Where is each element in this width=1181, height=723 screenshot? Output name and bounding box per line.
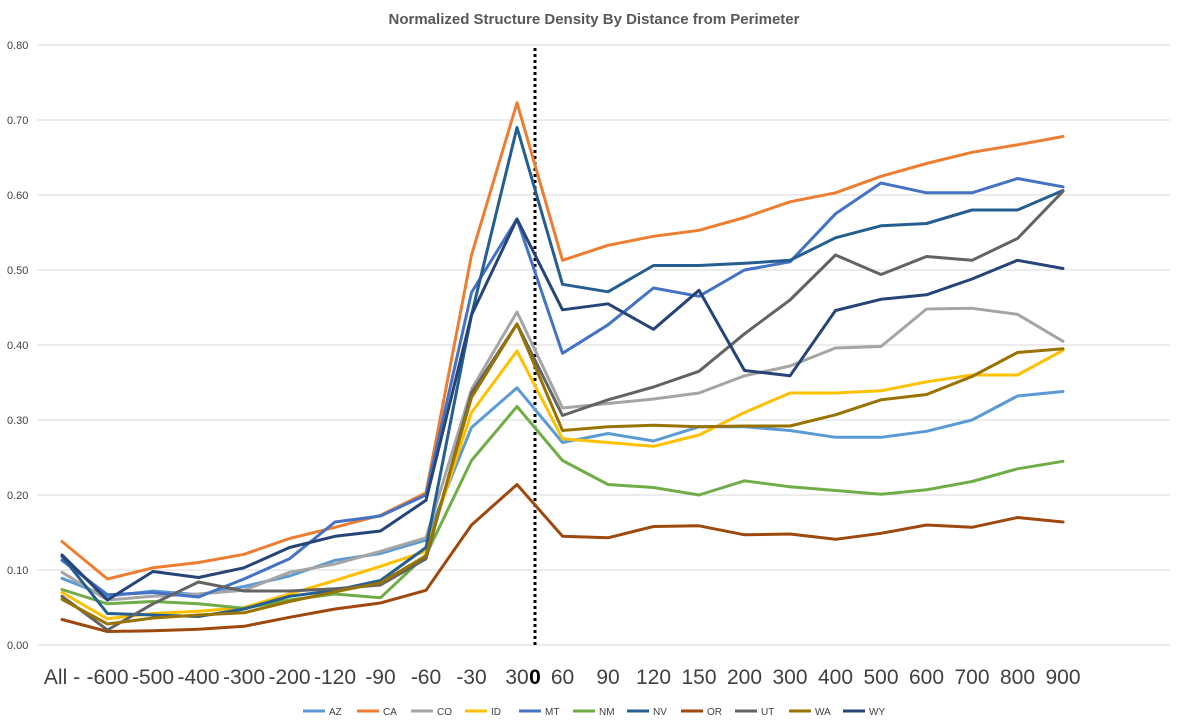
x-tick-label: -200 <box>268 666 310 689</box>
x-tick-label: -300 <box>223 666 265 689</box>
x-tick-label: -500 <box>132 666 174 689</box>
y-tick-label: 0.60 <box>7 190 28 202</box>
x-tick-label: -600 <box>86 666 128 689</box>
legend-label-id: ID <box>491 707 501 718</box>
x-tick-label: -120 <box>314 666 356 689</box>
y-tick-label: 0.50 <box>7 265 28 277</box>
gridlines <box>37 44 1170 646</box>
y-axis-tick-labels: 0.00 0.10 0.20 0.30 0.40 0.50 0.60 0.70 0.80 <box>7 40 28 652</box>
x-tick-label: 90 <box>596 666 619 689</box>
legend-label-wy: WY <box>869 707 885 718</box>
perimeter-marker-label: 0 <box>529 666 541 689</box>
chart-title: Normalized Structure Density By Distance… <box>389 11 800 28</box>
x-tick-label: -90 <box>365 666 395 689</box>
x-tick-label: 700 <box>954 666 989 689</box>
x-tick-label: 400 <box>818 666 853 689</box>
x-tick-label: 150 <box>681 666 716 689</box>
legend: AZ CA CO ID MT NM NV OR UT WA WY <box>303 707 885 718</box>
x-tick-label: 30 <box>505 666 528 689</box>
series-line-or <box>60 483 1065 633</box>
legend-label-co: CO <box>437 707 452 718</box>
legend-label-az: AZ <box>329 707 342 718</box>
y-tick-label: 0.00 <box>7 640 28 652</box>
x-tick-label: -400 <box>177 666 219 689</box>
series-line-co <box>60 306 1065 602</box>
series-line-nm <box>60 405 1065 610</box>
legend-label-ca: CA <box>383 707 397 718</box>
x-tick-label: All - <box>44 666 80 689</box>
x-tick-label: 500 <box>863 666 898 689</box>
x-tick-label: 600 <box>909 666 944 689</box>
x-tick-label: 120 <box>636 666 671 689</box>
series-line-ca <box>60 101 1065 581</box>
series-line-wa <box>60 322 1065 626</box>
series-line-id <box>60 348 1065 621</box>
y-tick-label: 0.70 <box>7 115 28 127</box>
x-tick-label: -60 <box>411 666 441 689</box>
y-tick-label: 0.40 <box>7 340 28 352</box>
y-tick-label: 0.20 <box>7 490 28 502</box>
x-tick-label: 900 <box>1045 666 1080 689</box>
x-axis-tick-labels: 0 All - -600 -500 -400 -300 -200 -120 -90 -60 -30… <box>44 666 1081 689</box>
x-tick-label: 800 <box>1000 666 1035 689</box>
series-line-nv <box>60 126 1065 618</box>
x-tick-label: -30 <box>456 666 486 689</box>
legend-label-wa: WA <box>815 707 831 718</box>
legend-label-nv: NV <box>653 707 667 718</box>
series-lines <box>60 101 1065 633</box>
legend-label-or: OR <box>707 707 722 718</box>
series-line-wy <box>60 217 1065 602</box>
x-tick-label: 300 <box>772 666 807 689</box>
series-line-ut <box>60 189 1065 632</box>
y-tick-label: 0.30 <box>7 415 28 427</box>
series-line-mt <box>60 177 1065 599</box>
x-tick-label: 60 <box>551 666 574 689</box>
y-tick-label: 0.80 <box>7 40 28 52</box>
legend-label-nm: NM <box>599 707 615 718</box>
legend-label-ut: UT <box>761 707 774 718</box>
x-tick-label: 200 <box>727 666 762 689</box>
y-tick-label: 0.10 <box>7 565 28 577</box>
legend-label-mt: MT <box>545 707 559 718</box>
